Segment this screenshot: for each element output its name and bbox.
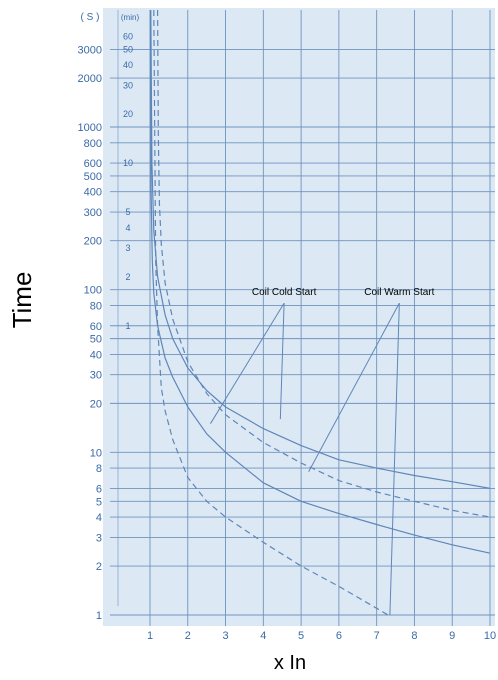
annotation-label: Coil Cold Start xyxy=(252,287,317,298)
series-line-4 xyxy=(153,9,389,616)
y-tick-label-minutes: 10 xyxy=(123,158,133,168)
x-tick-label: 4 xyxy=(260,630,266,642)
y-tick-label-seconds: 1000 xyxy=(78,122,102,134)
annotation-leader xyxy=(308,302,400,472)
y-tick-label-seconds: 200 xyxy=(84,236,102,248)
y-axis-title: Time xyxy=(7,271,37,329)
y-tick-label-seconds: 500 xyxy=(84,171,102,183)
y-tick-label-seconds: 50 xyxy=(90,334,102,346)
y-tick-label-seconds: 2 xyxy=(96,561,102,573)
x-tick-label: 3 xyxy=(222,630,228,642)
x-tick-label: 10 xyxy=(484,630,496,642)
series-line-3 xyxy=(157,9,491,518)
y-tick-label-seconds: 100 xyxy=(84,285,102,297)
y-tick-label-seconds: 400 xyxy=(84,187,102,199)
series-line-2 xyxy=(149,9,491,554)
x-axis-title: x In xyxy=(273,652,307,674)
plot-area xyxy=(103,8,495,626)
y-tick-label-minutes: 30 xyxy=(123,80,133,90)
y-tick-label-seconds: 1 xyxy=(96,610,102,622)
annotation-leader xyxy=(210,302,285,424)
y-tick-label-seconds: 2000 xyxy=(78,73,102,85)
annotation-leader xyxy=(389,303,400,616)
y-tick-label-seconds: 300 xyxy=(84,207,102,219)
y-unit-minutes: (min) xyxy=(121,13,140,22)
x-tick-label: 1 xyxy=(147,630,153,642)
y-tick-label-seconds: 4 xyxy=(96,512,102,524)
y-tick-label-seconds: 20 xyxy=(90,398,102,410)
y-tick-label-seconds: 60 xyxy=(90,321,102,333)
y-tick-label-seconds: 6 xyxy=(96,483,102,495)
x-tick-label: 8 xyxy=(411,630,417,642)
annotation-label: Coil Warm Start xyxy=(364,287,434,298)
x-tick-label: 9 xyxy=(449,630,455,642)
series-line-1 xyxy=(150,9,491,489)
x-tick-label: 6 xyxy=(336,630,342,642)
y-tick-label-minutes: 60 xyxy=(123,32,133,42)
x-tick-label: 2 xyxy=(185,630,191,642)
y-tick-label-seconds: 40 xyxy=(90,349,102,361)
y-tick-label-seconds: 30 xyxy=(90,370,102,382)
y-tick-label-seconds: 10 xyxy=(90,447,102,459)
annotation-leader xyxy=(279,303,285,420)
y-tick-label-minutes: 50 xyxy=(123,44,133,54)
tick-labels: 3000200010008006005004003002001008060504… xyxy=(78,12,497,642)
y-tick-label-minutes: 40 xyxy=(123,60,133,70)
y-tick-label-minutes: 20 xyxy=(123,109,133,119)
y-tick-label-minutes: 4 xyxy=(125,223,130,233)
y-tick-label-minutes: 1 xyxy=(125,321,130,331)
curves xyxy=(149,9,491,616)
x-tick-label: 7 xyxy=(374,630,380,642)
x-tick-label: 5 xyxy=(298,630,304,642)
annotations: Coil Cold Start Coil Warm Start xyxy=(210,287,435,616)
y-unit-seconds: ( S ) xyxy=(81,12,100,23)
y-tick-label-seconds: 80 xyxy=(90,300,102,312)
y-tick-label-seconds: 3000 xyxy=(78,44,102,56)
y-tick-label-seconds: 800 xyxy=(84,138,102,150)
y-tick-label-minutes: 3 xyxy=(125,243,130,253)
y-tick-label-minutes: 2 xyxy=(125,272,130,282)
y-tick-label-minutes: 5 xyxy=(125,207,130,217)
grid xyxy=(110,10,495,626)
y-tick-label-seconds: 3 xyxy=(96,532,102,544)
y-tick-label-seconds: 600 xyxy=(84,158,102,170)
y-tick-label-seconds: 5 xyxy=(96,496,102,508)
y-tick-label-seconds: 8 xyxy=(96,463,102,475)
